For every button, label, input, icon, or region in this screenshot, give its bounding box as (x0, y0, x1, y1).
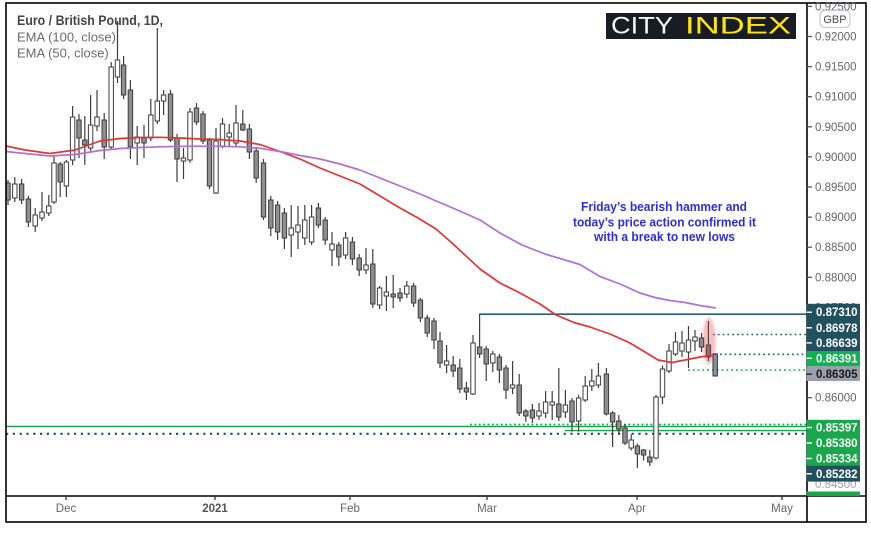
svg-text:0.89500: 0.89500 (815, 182, 857, 194)
svg-text:GBP: GBP (823, 14, 846, 26)
svg-text:0.92000: 0.92000 (815, 32, 857, 44)
svg-text:0.85334: 0.85334 (816, 454, 858, 466)
svg-text:0.87310: 0.87310 (816, 307, 858, 319)
svg-text:Apr: Apr (628, 503, 646, 515)
svg-text:CITY: CITY (611, 13, 673, 40)
svg-text:0.86000: 0.86000 (815, 393, 857, 405)
svg-text:0.90500: 0.90500 (815, 122, 857, 134)
svg-text:Dec: Dec (56, 503, 77, 515)
svg-text:with a break to new lows: with a break to new lows (593, 229, 735, 244)
svg-text:0.85397: 0.85397 (816, 423, 858, 435)
svg-text:today’s price action confirmed: today’s price action confirmed it (573, 215, 757, 230)
svg-text:0.91000: 0.91000 (815, 92, 857, 104)
svg-text:Mar: Mar (477, 503, 497, 515)
svg-text:2021: 2021 (202, 503, 228, 515)
svg-text:0.86978: 0.86978 (816, 323, 858, 335)
svg-text:0.88000: 0.88000 (815, 272, 857, 284)
svg-text:EMA (50, close): EMA (50, close) (17, 46, 109, 61)
svg-text:INDEX: INDEX (685, 13, 791, 40)
svg-text:May: May (771, 503, 793, 515)
svg-text:0.86305: 0.86305 (816, 369, 858, 381)
svg-text:EMA (100, close): EMA (100, close) (17, 30, 116, 45)
svg-text:0.86639: 0.86639 (816, 338, 858, 350)
svg-text:0.89000: 0.89000 (815, 212, 857, 224)
svg-text:0.88500: 0.88500 (815, 242, 857, 254)
svg-text:0.84500: 0.84500 (815, 479, 857, 491)
svg-text:0.85380: 0.85380 (816, 438, 858, 450)
svg-text:0.90000: 0.90000 (815, 152, 857, 164)
svg-text:Euro / British Pound, 1D,: Euro / British Pound, 1D, (17, 13, 163, 28)
svg-text:0.85282: 0.85282 (816, 469, 858, 481)
svg-text:0.86391: 0.86391 (816, 353, 858, 365)
svg-text:Friday’s bearish hammer and: Friday’s bearish hammer and (581, 199, 747, 214)
svg-text:0.91500: 0.91500 (815, 62, 857, 74)
svg-text:Feb: Feb (340, 503, 360, 515)
